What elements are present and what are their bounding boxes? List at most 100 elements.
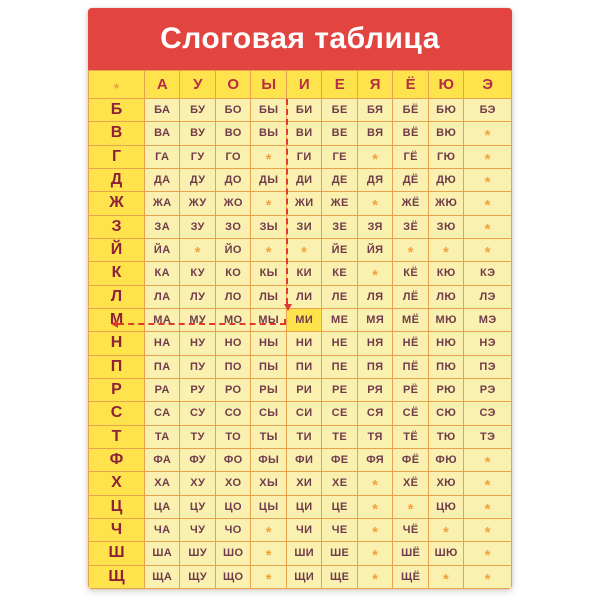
syllable-cell: ЛА — [145, 285, 180, 308]
dashed-line-horizontal — [111, 319, 286, 328]
syllable-cell: МЮ — [428, 309, 464, 332]
empty-syllable-cell: * — [251, 565, 286, 588]
syllable-cell: ЗИ — [286, 215, 322, 238]
consonant-label-cell: К — [89, 262, 144, 285]
empty-syllable-cell: * — [251, 239, 286, 262]
syllable-cell: ЗО — [215, 215, 251, 238]
highlighted-syllable-cell: МИ — [286, 309, 322, 332]
empty-syllable-cell: * — [251, 192, 286, 215]
syllable-cell: ФЕ — [322, 449, 357, 472]
arrow-left-icon — [111, 320, 118, 328]
consonant-label-cell: Т — [89, 425, 144, 448]
syllable-cell: ЛУ — [180, 285, 215, 308]
syllable-cell: ПЕ — [322, 355, 357, 378]
syllable-grid: * А У О Ы И Е Я Ё Ю Э Б БА БУ БО БЫ БИ БЕ БЯ БЁ БЮ БЭ В ВА ВУ ВО В… — [88, 70, 512, 589]
syllable-cell: ГУ — [180, 145, 215, 168]
syllable-cell: ФА — [145, 449, 180, 472]
syllable-cell: ПУ — [180, 355, 215, 378]
syllable-cell: ДЯ — [357, 169, 393, 192]
empty-syllable-cell: * — [357, 495, 393, 518]
empty-syllable-cell: * — [464, 519, 511, 542]
syllable-cell: ПО — [215, 355, 251, 378]
syllable-cell: ЩО — [215, 565, 251, 588]
syllable-cell: ДЮ — [428, 169, 464, 192]
syllable-cell: ЛЭ — [464, 285, 511, 308]
syllable-cell: ГЕ — [322, 145, 357, 168]
syllable-cell: МЯ — [357, 309, 393, 332]
syllable-cell: ЧЁ — [393, 519, 428, 542]
empty-syllable-cell: * — [357, 542, 393, 565]
empty-syllable-cell: * — [251, 145, 286, 168]
syllable-cell: СА — [145, 402, 180, 425]
empty-syllable-cell: * — [286, 239, 322, 262]
syllable-cell: НУ — [180, 332, 215, 355]
syllable-cell: БИ — [286, 99, 322, 122]
syllable-cell: ХЫ — [251, 472, 286, 495]
syllable-cell: ДЁ — [393, 169, 428, 192]
empty-syllable-cell: * — [180, 239, 215, 262]
syllable-cell: РЁ — [393, 379, 428, 402]
syllable-cell: РЕ — [322, 379, 357, 402]
syllable-cell: ЛИ — [286, 285, 322, 308]
syllable-cell: НЁ — [393, 332, 428, 355]
syllable-cell: КЁ — [393, 262, 428, 285]
empty-syllable-cell: * — [464, 449, 511, 472]
empty-syllable-cell: * — [464, 495, 511, 518]
syllable-cell: ЗЯ — [357, 215, 393, 238]
syllable-cell: КЮ — [428, 262, 464, 285]
syllable-cell: МО — [215, 309, 251, 332]
syllable-cell: НЯ — [357, 332, 393, 355]
syllable-cell: ЩУ — [180, 565, 215, 588]
syllable-cell: КО — [215, 262, 251, 285]
consonant-label-cell: В — [89, 122, 144, 145]
syllable-cell: ТЕ — [322, 425, 357, 448]
syllable-cell: ЖА — [145, 192, 180, 215]
syllable-cell: НЮ — [428, 332, 464, 355]
empty-syllable-cell: * — [464, 565, 511, 588]
syllable-cell: МЭ — [464, 309, 511, 332]
syllable-cell: НИ — [286, 332, 322, 355]
consonant-label-cell: Ч — [89, 519, 144, 542]
vowel-header-cell: О — [215, 71, 251, 98]
syllable-cell: МЫ — [251, 309, 286, 332]
empty-syllable-cell: * — [428, 519, 464, 542]
syllable-cell: ТУ — [180, 425, 215, 448]
arrow-down-icon — [284, 304, 292, 311]
syllable-cell: ЦУ — [180, 495, 215, 518]
syllable-cell: ЖО — [215, 192, 251, 215]
syllable-cell: ШУ — [180, 542, 215, 565]
syllable-cell: ТА — [145, 425, 180, 448]
syllable-cell: КЫ — [251, 262, 286, 285]
vowel-header-cell: Ы — [251, 71, 286, 98]
syllable-cell: МЁ — [393, 309, 428, 332]
syllable-cell: ДИ — [286, 169, 322, 192]
empty-syllable-cell: * — [357, 145, 393, 168]
syllable-cell: ЛЫ — [251, 285, 286, 308]
syllable-cell: РЮ — [428, 379, 464, 402]
syllable-cell: ФЮ — [428, 449, 464, 472]
syllable-cell: БЕ — [322, 99, 357, 122]
syllable-cell: ШЕ — [322, 542, 357, 565]
syllable-cell: ЗЕ — [322, 215, 357, 238]
syllable-cell: ЩИ — [286, 565, 322, 588]
syllable-cell: ЧА — [145, 519, 180, 542]
syllable-cell: СЕ — [322, 402, 357, 425]
syllable-cell: ФЯ — [357, 449, 393, 472]
vowel-header-cell: Я — [357, 71, 393, 98]
syllable-cell: КУ — [180, 262, 215, 285]
syllable-cell: ЛЁ — [393, 285, 428, 308]
corner-asterisk-cell: * — [89, 71, 144, 98]
syllable-cell: ЗЮ — [428, 215, 464, 238]
syllable-cell: ЗЫ — [251, 215, 286, 238]
syllable-cell: ХЕ — [322, 472, 357, 495]
empty-syllable-cell: * — [464, 239, 511, 262]
syllable-cell: ГО — [215, 145, 251, 168]
empty-syllable-cell: * — [357, 565, 393, 588]
syllable-cell: РУ — [180, 379, 215, 402]
syllable-cell: ЙЯ — [357, 239, 393, 262]
syllable-cell: ХО — [215, 472, 251, 495]
vowel-header-cell: А — [145, 71, 180, 98]
syllable-cell: ЧО — [215, 519, 251, 542]
consonant-label-cell: Щ — [89, 565, 144, 588]
syllable-cell: ДО — [215, 169, 251, 192]
